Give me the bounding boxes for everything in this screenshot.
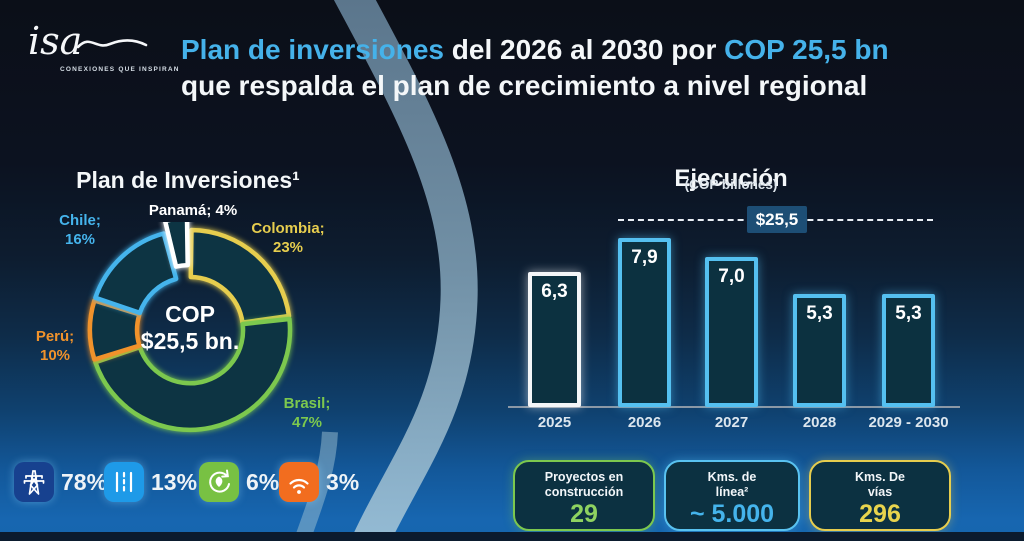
bar-2025-value: 6,3 [541,281,568,302]
card-kms-vias-label-2: vías [867,485,893,499]
road-icon [104,462,144,502]
x-tick-2028: 2028 [802,414,837,431]
donut-label-panama: Panamá; 4% [133,201,253,220]
donut-label-chile-pct: 16% [64,231,96,248]
bar-chart-title: Ejecución [674,164,788,192]
donut-label-peru-pct: 10% [39,347,71,364]
sector-roads: 13% [104,462,197,502]
kpi-cards: Proyectos en construcción 29 Kms. de lín… [513,460,951,531]
wifi-icon [279,462,319,502]
donut-chart [87,222,293,433]
sector-transmission: 78% [14,462,107,502]
bar-2028-value: 5,3 [806,303,833,324]
bar-chart-subtitle: (COP billones) [684,177,778,192]
donut-label-brasil-name: Brasil; [283,395,331,412]
title-highlight-2: COP 25,5 bn [724,33,889,65]
donut-center-line2: $25,5 bn. [140,328,240,354]
bar-2027-value: 7,0 [718,266,745,287]
donut-chart-title: Plan de Inversiones¹ [76,167,300,194]
title-highlight-1: Plan de inversiones [181,33,444,65]
x-tick-2029-2030: 2029 - 2030 [868,414,949,431]
title-plain-1: del 2026 al 2030 por [451,33,717,65]
sector-transmission-pct: 78% [61,468,108,495]
title-line-2: que respalda el plan de crecimiento a ni… [181,69,868,101]
bar-chart: $25,5 6,3 7,9 7,0 5,3 5,3 202 [505,200,975,445]
sector-telecom-pct: 3% [326,468,360,495]
bottom-strip [0,532,1024,541]
card-kms-linea-label-2: línea² [715,485,749,499]
bar-slot-2026: 7,9 [618,200,671,407]
donut-label-peru: Perú; 10% [15,327,95,365]
bar-slot-2025: 6,3 [528,200,581,407]
donut-label-colombia-name: Colombia; [251,220,325,237]
donut-label-peru-name: Perú; [35,328,75,345]
x-axis-line [508,406,960,408]
bar-slot-2027: 7,0 [705,200,758,407]
isa-logo: isa CONEXIONES QUE INSPIRAN [20,14,190,78]
donut-label-colombia: Colombia; 23% [247,219,329,257]
donut-label-panama-text: Panamá; 4% [148,202,238,219]
sector-roads-pct: 13% [151,468,198,495]
donut-segment-chile [93,231,179,316]
donut-label-chile-name: Chile; [59,212,101,229]
svg-text:isa: isa [28,19,82,63]
logo-tagline: CONEXIONES QUE INSPIRAN [60,66,180,73]
bar-2029-2030-value: 5,3 [895,303,922,324]
donut-center-line1: COP [165,301,215,327]
bar-2026: 7,9 [618,238,671,407]
card-proyectos: Proyectos en construcción 29 [513,460,655,531]
donut-label-brasil-pct: 47% [291,414,323,431]
page-title: Plan de inversiones del 2026 al 2030 por… [181,32,981,104]
donut-label-colombia-pct: 23% [272,239,304,256]
bar-2025: 6,3 [528,272,581,407]
bar-2029-2030: 5,3 [882,294,935,407]
isa-logo-icon: isa [28,19,148,63]
card-proyectos-value: 29 [570,500,598,528]
target-value-badge: $25,5 [747,206,807,233]
x-tick-2027: 2027 [714,414,749,431]
donut-label-brasil: Brasil; 47% [267,394,347,432]
x-tick-2025: 2025 [537,414,572,431]
bar-2028: 5,3 [793,294,846,407]
card-kms-linea: Kms. de línea² ~ 5.000 [664,460,800,531]
card-kms-linea-value: ~ 5.000 [689,500,775,528]
x-tick-2026: 2026 [627,414,662,431]
renewable-energy-icon [199,462,239,502]
card-proyectos-label-2: construcción [544,485,624,499]
donut-label-chile: Chile; 16% [40,211,120,249]
card-kms-vias-value: 296 [859,500,901,528]
donut-segment-panama [163,222,190,269]
bar-slot-2029-2030: 5,3 [882,200,935,407]
transmission-tower-icon [14,462,54,502]
card-proyectos-label-1: Proyectos en [544,470,624,484]
bar-2026-value: 7,9 [631,247,658,268]
card-kms-vias-label-1: Kms. De [854,470,906,484]
donut-segment-colombia [188,227,292,325]
bar-slot-2028: 5,3 [793,200,846,407]
sector-renewables: 6% [199,462,279,502]
sector-telecom: 3% [279,462,359,502]
donut-segment-peru [87,298,142,362]
card-kms-vias: Kms. De vías 296 [809,460,951,531]
donut-segment-brasil [93,316,293,433]
sector-renewables-pct: 6% [246,468,280,495]
card-kms-linea-label-1: Kms. de [707,470,757,484]
donut-center-label: COP $25,5 bn. [115,301,265,355]
bar-2027: 7,0 [705,257,758,407]
